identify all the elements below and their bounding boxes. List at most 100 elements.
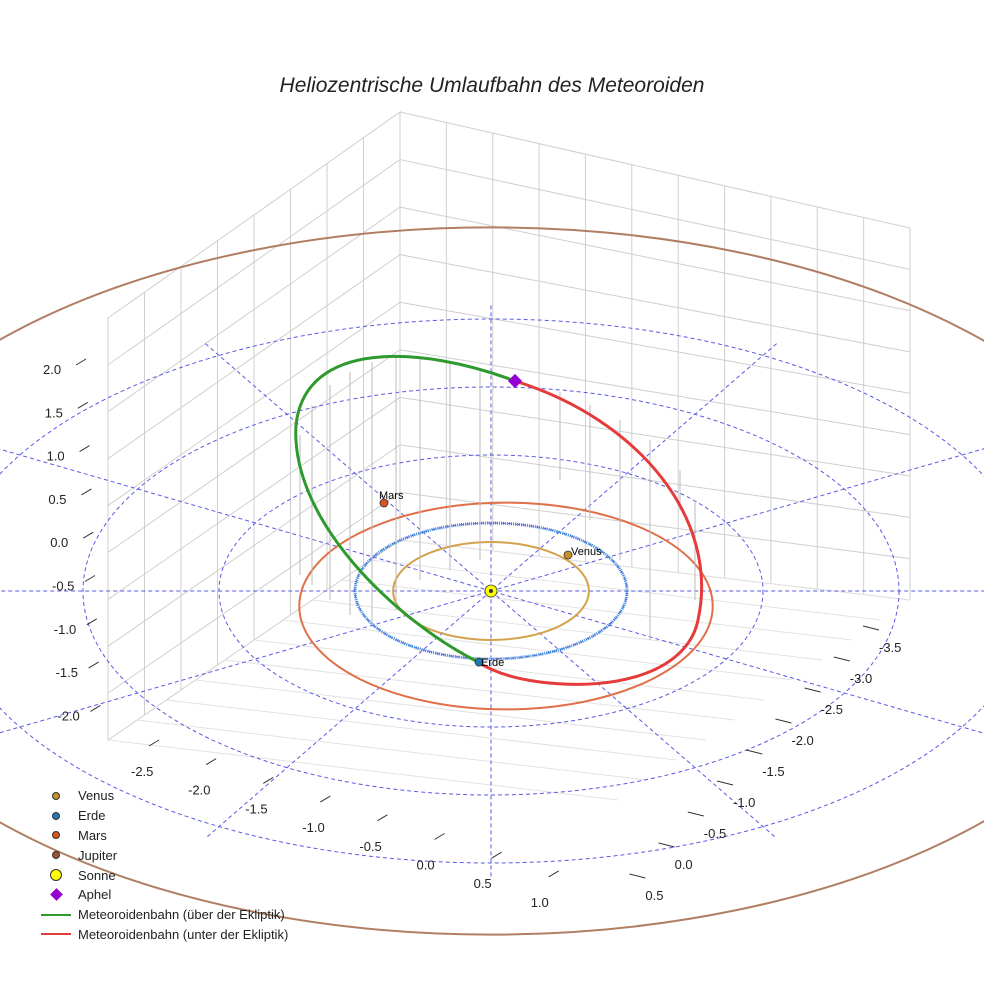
- left-tick-mark: [377, 814, 388, 822]
- box-gridline: [399, 254, 911, 353]
- left-tick-label: 1.0: [531, 895, 549, 910]
- legend-label: Venus: [78, 788, 115, 804]
- floor-gridline: [341, 579, 852, 641]
- z-tick-label: -1.5: [56, 665, 78, 680]
- mars-marker: [379, 498, 389, 508]
- right-tick-label: -3.0: [850, 671, 872, 686]
- box-gridline: [399, 206, 911, 312]
- left-tick-mark: [205, 758, 217, 766]
- floor-gridline: [312, 599, 823, 661]
- z-tick-label: 2.0: [43, 362, 61, 377]
- legend-marker: [40, 888, 72, 902]
- left-tick-label: -1.5: [245, 801, 267, 816]
- left-tick-mark: [434, 833, 445, 840]
- right-tick-label: -2.0: [791, 733, 813, 748]
- box-gridline: [107, 206, 401, 413]
- z-tick-mark: [79, 445, 90, 453]
- planet-orbits: [0, 226, 984, 936]
- legend-label: Meteoroidenbahn (über der Ekliptik): [78, 907, 285, 923]
- earth-label: Erde: [481, 657, 504, 669]
- right-tick-label: -1.5: [762, 764, 784, 779]
- legend-label: Aphel: [78, 887, 112, 903]
- box-gridline: [399, 349, 911, 436]
- right-wall: [399, 111, 911, 601]
- venus-label: Venus: [571, 546, 602, 558]
- box-gridline: [107, 159, 401, 366]
- legend-item: Meteoroidenbahn (unter der Ekliptik): [40, 925, 288, 945]
- legend-marker: [40, 828, 72, 842]
- floor-gridline: [166, 699, 677, 761]
- meteoroid-orbit: [294, 355, 704, 686]
- z-tick-mark: [90, 704, 101, 712]
- right-tick-mark: [716, 780, 734, 786]
- venus-marker: [563, 550, 573, 560]
- axes-box: [107, 111, 911, 801]
- box-gridline: [107, 492, 401, 694]
- legend-label: Meteoroidenbahn (unter der Ekliptik): [78, 926, 289, 942]
- reference-ring: [0, 318, 984, 864]
- box-gridline: [399, 159, 911, 270]
- height-stems: [299, 357, 696, 640]
- legend-item: Jupiter: [40, 845, 288, 865]
- legend-item: Erde: [40, 806, 288, 826]
- z-tick-label: 1.5: [45, 405, 63, 420]
- right-tick-label: -2.5: [821, 702, 843, 717]
- floor-gridline: [224, 659, 735, 721]
- earth-marker: [474, 657, 484, 667]
- left-tick-label: -2.5: [131, 764, 153, 779]
- legend-swatch: [41, 913, 71, 916]
- right-tick-label: -3.5: [879, 640, 901, 655]
- legend-item: Meteoroidenbahn (über der Ekliptik): [40, 905, 288, 925]
- z-tick-label: 1.0: [47, 449, 65, 464]
- floor-gridline: [399, 539, 911, 601]
- left-tick-mark: [548, 870, 559, 878]
- floor-gridline: [283, 619, 794, 681]
- meteoroid-orbit-below: [476, 379, 704, 686]
- right-tick-mark: [658, 842, 675, 848]
- right-tick-label: -1.0: [733, 795, 755, 810]
- legend-marker: [40, 868, 72, 882]
- floor-gridline: [370, 559, 881, 621]
- earth-orbit: [353, 521, 629, 661]
- left-tick-mark: [491, 851, 502, 859]
- legend-marker: [40, 789, 72, 803]
- legend-swatch: [52, 791, 60, 800]
- legend-swatch: [50, 869, 62, 882]
- right-tick-mark: [629, 873, 646, 879]
- right-tick-mark: [746, 749, 763, 755]
- left-tick-label: -1.0: [302, 820, 324, 835]
- legend-marker: [40, 809, 72, 823]
- right-tick-label: -0.5: [704, 826, 726, 841]
- legend-swatch: [49, 888, 63, 902]
- z-tick-mark: [82, 531, 94, 539]
- left-tick-label: -0.5: [359, 839, 381, 854]
- left-tick-mark: [262, 776, 274, 784]
- aphelion-marker: [507, 373, 523, 389]
- floor-gridline: [107, 739, 619, 801]
- venus-orbit: [392, 541, 590, 641]
- z-tick-mark: [81, 488, 92, 496]
- legend-label: Sonne: [78, 867, 116, 883]
- legend-swatch: [52, 831, 60, 840]
- right-tick-mark: [775, 718, 792, 724]
- legend-label: Jupiter: [78, 847, 118, 863]
- legend-item: Aphel: [40, 885, 288, 905]
- z-tick-label: 0.0: [50, 535, 68, 550]
- box-gridline: [399, 301, 911, 394]
- sun-core: [489, 589, 493, 593]
- right-tick-label: 0.5: [645, 888, 663, 903]
- right-tick-mark: [804, 687, 821, 693]
- legend-item: Mars: [40, 826, 288, 846]
- box-gridline: [107, 396, 401, 600]
- floor-gridline: [137, 719, 648, 781]
- legend: Venus Erde Mars Jupiter Sonne Aphel Meteoroide…: [40, 786, 288, 944]
- meteoroid-orbit-above: [294, 355, 517, 664]
- box-gridline: [399, 444, 911, 518]
- right-tick-mark: [862, 625, 880, 631]
- z-tick-label: -0.5: [52, 579, 74, 594]
- z-tick-mark: [88, 661, 99, 669]
- left-tick-mark: [320, 795, 331, 803]
- floor-gridline: [253, 639, 765, 701]
